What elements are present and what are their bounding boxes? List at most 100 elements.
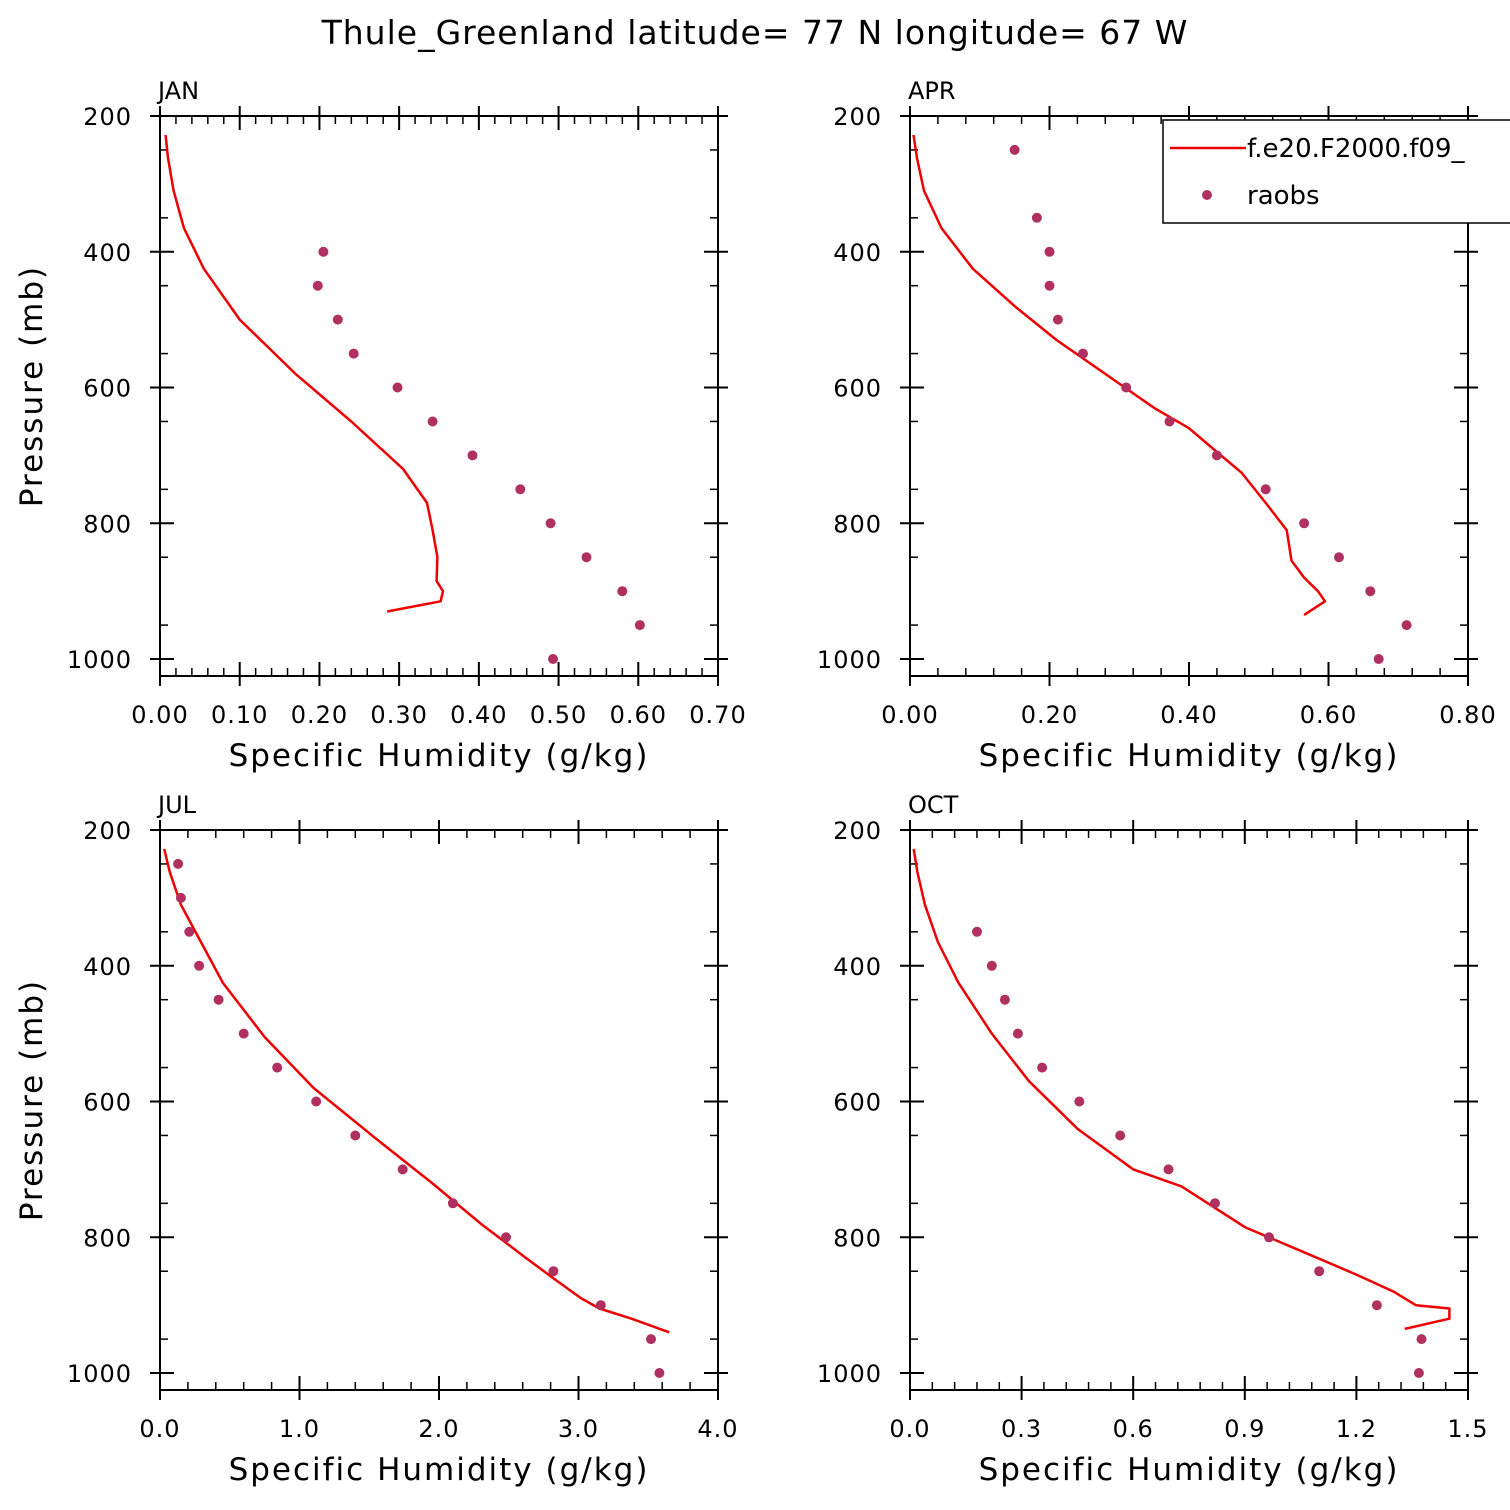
raobs-point xyxy=(311,1096,322,1107)
y-axis-label: Pressure (mb) xyxy=(14,979,50,1221)
raobs-point xyxy=(213,994,224,1005)
x-tick-label: 0.10 xyxy=(211,701,268,729)
x-tick-label: 0.50 xyxy=(530,701,587,729)
raobs-point xyxy=(1037,1062,1048,1073)
legend-box xyxy=(1162,119,1510,224)
x-tick-label: 3.0 xyxy=(558,1415,599,1443)
x-tick-label: 0.9 xyxy=(1224,1415,1265,1443)
y-tick-label: 800 xyxy=(833,1224,882,1252)
raobs-point xyxy=(617,586,628,597)
raobs-point xyxy=(1052,314,1063,325)
x-tick-label: 0.30 xyxy=(370,701,427,729)
plot-frame xyxy=(909,829,1469,1391)
x-tick-label: 0.6 xyxy=(1113,1415,1154,1443)
y-tick-label: 400 xyxy=(833,239,882,267)
raobs-point xyxy=(1373,654,1384,664)
raobs-point xyxy=(332,314,343,325)
raobs-point xyxy=(392,382,403,393)
raobs-point xyxy=(1210,1198,1220,1209)
y-tick-label: 200 xyxy=(833,103,882,131)
x-tick-label: 1.5 xyxy=(1447,1415,1488,1443)
raobs-point xyxy=(1164,416,1175,427)
panel-apr: APR 0.00 0.20 0.40 0.60 0.80 200 400 600 800 1000 S… xyxy=(817,77,1496,774)
x-tick-label: 0.00 xyxy=(131,701,188,729)
raobs-point xyxy=(1365,586,1376,597)
x-axis-label: Specific Humidity (g/kg) xyxy=(979,1452,1400,1488)
raobs-point xyxy=(1299,518,1310,529)
raobs-point xyxy=(1211,450,1222,461)
panel-title: JUL xyxy=(156,791,197,819)
x-tick-label: 4.0 xyxy=(697,1415,738,1443)
model-series-line xyxy=(912,134,1327,616)
legend-obs-label: raobs xyxy=(1247,181,1320,211)
raobs-point xyxy=(1401,620,1412,631)
y-tick-label: 400 xyxy=(83,953,132,981)
raobs-point xyxy=(515,484,526,495)
raobs-point xyxy=(175,892,186,903)
y-tick-label: 400 xyxy=(833,953,882,981)
raobs-point xyxy=(986,960,997,971)
raobs-point xyxy=(1012,1028,1023,1039)
raobs-point xyxy=(1334,552,1344,563)
raobs-point xyxy=(654,1368,665,1378)
y-tick-label: 1000 xyxy=(817,646,882,674)
y-tick-label: 600 xyxy=(833,1089,882,1117)
y-tick-label: 200 xyxy=(833,817,882,845)
raobs-point xyxy=(646,1334,656,1345)
raobs-point xyxy=(173,858,184,869)
panel-title: APR xyxy=(908,77,956,105)
figure-title: Thule_Greenland latitude= 77 N longitude… xyxy=(321,13,1189,52)
y-axis-label: Pressure (mb) xyxy=(14,265,50,507)
x-tick-label: 0.00 xyxy=(881,701,938,729)
plot-frame xyxy=(159,829,719,1391)
raobs-point xyxy=(545,518,556,529)
raobs-point xyxy=(548,654,558,664)
raobs-point xyxy=(1416,1334,1427,1345)
x-tick-label: 0.20 xyxy=(1021,701,1078,729)
x-tick-label: 0.40 xyxy=(1160,701,1217,729)
model-series-line xyxy=(912,848,1451,1331)
raobs-point xyxy=(447,1198,458,1209)
panel-title: JAN xyxy=(156,77,199,105)
x-axis-label: Specific Humidity (g/kg) xyxy=(229,738,650,774)
y-tick-label: 200 xyxy=(83,817,132,845)
x-tick-label: 0.80 xyxy=(1439,701,1496,729)
raobs-point xyxy=(184,926,195,937)
y-tick-label: 1000 xyxy=(817,1360,882,1388)
raobs-point xyxy=(581,552,592,563)
raobs-point xyxy=(548,1266,559,1277)
panel-jan: JAN 0.00 0.10 0.20 0.30 0.40 0.50 0.60 0.70 200 40… xyxy=(14,77,746,774)
panel-title: OCT xyxy=(908,791,959,819)
legend: f.e20.F2000.f09_ raobs xyxy=(1162,119,1510,224)
raobs-point xyxy=(501,1232,511,1243)
raobs-point xyxy=(1314,1266,1325,1277)
y-tick-label: 1000 xyxy=(67,646,132,674)
raobs-point xyxy=(1115,1130,1126,1141)
legend-obs-marker xyxy=(1202,190,1212,200)
y-tick-label: 200 xyxy=(83,103,132,131)
raobs-point xyxy=(1078,348,1088,359)
raobs-point xyxy=(634,620,645,631)
legend-model-label: f.e20.F2000.f09_ xyxy=(1247,134,1465,164)
x-axis-label: Specific Humidity (g/kg) xyxy=(979,738,1400,774)
raobs-point xyxy=(427,416,438,427)
raobs-point xyxy=(1371,1300,1382,1311)
raobs-point xyxy=(1260,484,1271,495)
x-tick-label: 0.70 xyxy=(689,701,746,729)
raobs-point xyxy=(1044,280,1055,291)
raobs-point xyxy=(1074,1096,1085,1107)
x-tick-label: 0.60 xyxy=(610,701,667,729)
raobs-point xyxy=(1163,1164,1174,1175)
raobs-point xyxy=(595,1300,606,1311)
x-tick-label: 2.0 xyxy=(418,1415,459,1443)
y-tick-label: 600 xyxy=(833,375,882,403)
x-tick-label: 0.0 xyxy=(889,1415,930,1443)
y-tick-label: 800 xyxy=(833,510,882,538)
raobs-point xyxy=(1264,1232,1274,1243)
raobs-point xyxy=(238,1028,249,1039)
x-axis-label: Specific Humidity (g/kg) xyxy=(229,1452,650,1488)
panels: JAN 0.00 0.10 0.20 0.30 0.40 0.50 0.60 0.70 200 40… xyxy=(14,77,1496,1488)
y-tick-label: 800 xyxy=(83,510,132,538)
raobs-point xyxy=(272,1062,283,1073)
